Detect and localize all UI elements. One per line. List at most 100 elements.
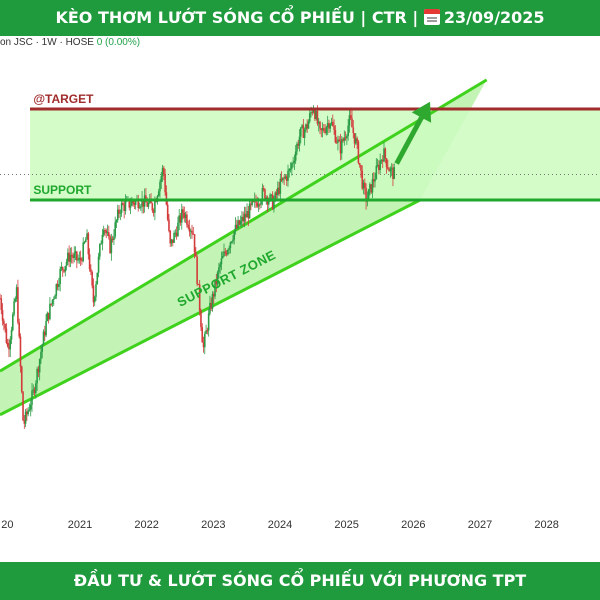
candle-body xyxy=(392,167,394,179)
candle-body xyxy=(174,232,177,234)
candle-body xyxy=(165,192,168,205)
candle-body xyxy=(116,209,119,221)
candle-body xyxy=(172,239,174,243)
candle-body xyxy=(355,138,357,144)
candle-body xyxy=(147,202,150,207)
candle-body xyxy=(193,234,196,253)
candle-body xyxy=(358,163,361,165)
candle-body xyxy=(17,287,19,323)
candle-body xyxy=(63,269,65,272)
candle-body xyxy=(351,118,353,128)
candle-body xyxy=(65,261,68,267)
candle-body xyxy=(191,230,193,234)
candle-body xyxy=(10,330,13,340)
candle-body xyxy=(257,204,260,207)
candle-body xyxy=(279,178,282,194)
candle-body xyxy=(317,121,320,124)
candle-body xyxy=(201,327,204,343)
candle-body xyxy=(26,411,28,415)
candle-body xyxy=(35,383,37,394)
candle-body xyxy=(228,247,230,251)
candle-body xyxy=(278,187,280,194)
header-date: 23/09/2025 xyxy=(443,8,545,27)
candle-body xyxy=(47,312,50,320)
candle-body xyxy=(291,163,293,169)
candle-body xyxy=(12,314,14,331)
candle-body xyxy=(61,267,64,270)
candle-body xyxy=(390,167,393,169)
candle-body xyxy=(389,168,392,172)
candle-body xyxy=(275,192,278,195)
candle-body xyxy=(301,125,303,128)
candle-body xyxy=(177,222,179,237)
candle-body xyxy=(137,198,140,208)
candle-body xyxy=(198,284,201,311)
candle-body xyxy=(20,366,23,392)
candle-body xyxy=(73,253,76,258)
candle-body xyxy=(168,219,170,231)
candle-body xyxy=(138,207,141,209)
candle-body xyxy=(385,158,388,168)
candle-body xyxy=(284,176,287,179)
candle-body xyxy=(310,112,312,114)
candle-body xyxy=(225,252,228,255)
candle-body xyxy=(243,213,246,222)
target-support-zone xyxy=(30,109,600,200)
candle-body xyxy=(378,164,380,170)
candle-body xyxy=(161,167,164,177)
support-label: SUPPORT xyxy=(33,183,92,197)
candle-body xyxy=(55,284,58,296)
candle-body xyxy=(270,194,273,196)
candle-body xyxy=(346,136,348,138)
candle-body xyxy=(188,227,191,232)
candle-body xyxy=(182,209,184,213)
candle-body xyxy=(187,224,189,228)
candle-body xyxy=(211,294,214,309)
x-axis: 20 2021 2022 2023 2024 2025 2026 2027 2028 xyxy=(1,519,559,531)
candle-body xyxy=(200,310,202,328)
candle-body xyxy=(261,188,264,202)
candle-body xyxy=(384,148,387,159)
candle-body xyxy=(22,391,24,421)
x-tick-label: 2024 xyxy=(268,519,292,531)
candle-body xyxy=(332,122,334,126)
candle-body xyxy=(152,210,155,213)
candle-body xyxy=(31,390,33,405)
price-chart[interactable]: @TARGET SUPPORT SUPPORT ZONE 20 2021 2022 2… xyxy=(0,36,600,562)
candle-body xyxy=(108,232,110,237)
candle-body xyxy=(224,251,227,253)
candle-body xyxy=(380,159,383,161)
candle-body xyxy=(344,137,347,139)
candle-body xyxy=(122,203,124,205)
candle-body xyxy=(95,284,97,297)
candle-body xyxy=(133,203,136,205)
candle-body xyxy=(315,111,317,120)
candle-body xyxy=(264,189,266,200)
candle-body xyxy=(360,164,362,171)
candle-body xyxy=(44,331,46,336)
candle-body xyxy=(9,339,12,350)
chart-area[interactable]: on JSC · 1W · HOSE 0 (0.00%) @TARGET SUP… xyxy=(0,36,600,562)
candle-body xyxy=(42,331,45,345)
candle-body xyxy=(334,129,337,143)
candle-body xyxy=(342,139,344,141)
candle-body xyxy=(36,368,38,384)
candle-body xyxy=(239,220,242,225)
candle-body xyxy=(229,242,232,248)
candle-body xyxy=(204,333,206,348)
candle-body xyxy=(273,200,275,210)
candle-body xyxy=(335,142,338,144)
candle-body xyxy=(115,220,118,223)
candle-body xyxy=(105,230,108,234)
candle-body xyxy=(214,280,216,297)
candle-body xyxy=(312,110,315,113)
candle-body xyxy=(262,188,265,190)
candle-body xyxy=(337,139,339,143)
candle-body xyxy=(86,233,88,240)
x-tick-label: 2023 xyxy=(201,519,225,531)
candle-body xyxy=(19,336,22,367)
candle-body xyxy=(233,231,236,240)
candle-body xyxy=(4,324,6,329)
candle-body xyxy=(236,224,238,229)
candle-body xyxy=(146,202,148,207)
